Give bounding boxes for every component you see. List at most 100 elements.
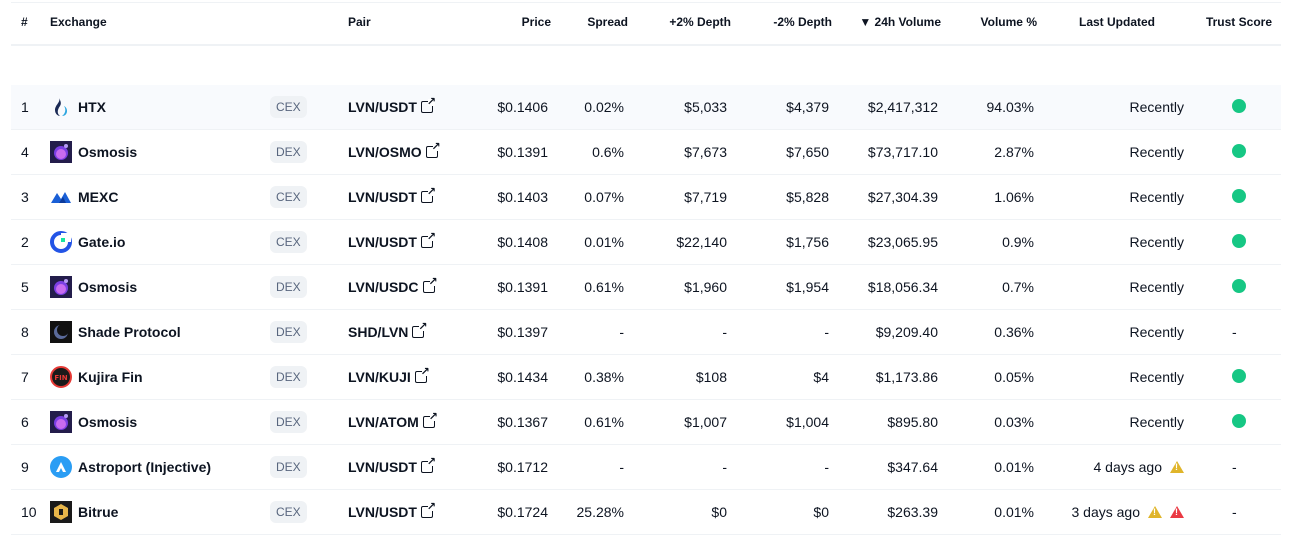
col-depth-plus[interactable]: +2% Depth — [630, 0, 733, 46]
pair-link[interactable]: LVN/USDT — [348, 185, 436, 205]
rank: 6 — [11, 399, 50, 445]
exchange-link[interactable]: Osmosis — [50, 276, 270, 298]
rank: 10 — [11, 489, 50, 535]
pair-link[interactable]: LVN/USDT — [348, 455, 436, 475]
trust-score — [1187, 399, 1281, 445]
trust-score: - — [1187, 489, 1281, 535]
table-row[interactable]: 4 Osmosis DEX LVN/OSMO $0.13910.6%$7,673$7,6… — [11, 129, 1281, 175]
exchange-name: Kujira Fin — [78, 369, 143, 385]
depth-minus-2: $1,756 — [733, 219, 834, 265]
exchange-link[interactable]: MEXC — [50, 186, 270, 208]
volume-percent: 0.9% — [943, 219, 1039, 265]
exchange-link[interactable]: Astroport (Injective) — [50, 456, 270, 478]
col-price[interactable]: Price — [467, 0, 551, 46]
price: $0.1403 — [467, 174, 551, 220]
table-row[interactable]: 7 FIN Kujira Fin DEX LVN/KUJI $0.14340.38%$10… — [11, 354, 1281, 400]
exchange-link[interactable]: Gate.io — [50, 231, 270, 253]
pair-name: LVN/USDT — [348, 234, 417, 250]
trust-score — [1187, 354, 1281, 400]
warning-yellow-icon[interactable] — [1170, 461, 1184, 473]
table-row[interactable]: 3 MEXC CEX LVN/USDT $0.14030.07%$7,719$5,828… — [11, 174, 1281, 220]
depth-plus-2: $22,140 — [630, 219, 733, 265]
trust-score-value: - — [1232, 504, 1237, 520]
pair-name: LVN/USDT — [348, 459, 417, 475]
col-rank[interactable]: # — [11, 0, 50, 46]
pair-link[interactable]: LVN/USDC — [348, 275, 438, 295]
external-link-icon — [412, 320, 427, 338]
rank: 1 — [11, 85, 50, 130]
exchange-name: Astroport (Injective) — [78, 459, 212, 475]
exchange-type-badge: DEX — [270, 366, 307, 388]
table-row[interactable]: 1 HTX CEX LVN/USDT $0.14060.02%$5,033$4,379$… — [11, 85, 1281, 130]
exchange-type-badge: CEX — [270, 231, 307, 253]
external-link-icon — [422, 275, 438, 293]
volume-percent: 1.06% — [943, 174, 1039, 220]
pair-link[interactable]: LVN/ATOM — [348, 410, 438, 430]
volume-percent: 0.03% — [943, 399, 1039, 445]
exchange-link[interactable]: HTX — [50, 96, 270, 118]
pair-name: LVN/KUJI — [348, 369, 411, 385]
pair-name: LVN/USDT — [348, 504, 417, 520]
depth-plus-2: - — [630, 444, 733, 490]
exchange-name: HTX — [78, 99, 106, 115]
pair-link[interactable]: SHD/LVN — [348, 320, 427, 340]
depth-plus-2: $5,033 — [630, 85, 733, 130]
table-row[interactable]: 5 Osmosis DEX LVN/USDC $0.13910.61%$1,960$1,… — [11, 264, 1281, 310]
pair-link[interactable]: LVN/USDT — [348, 95, 436, 115]
exchange-link[interactable]: Osmosis — [50, 141, 270, 163]
depth-plus-2: $1,960 — [630, 264, 733, 310]
pair-link[interactable]: LVN/USDT — [348, 230, 436, 250]
exchange-link[interactable]: Bitrue — [50, 501, 270, 523]
table-row[interactable]: 9 Astroport (Injective) DEX LVN/USDT $0.1712… — [11, 444, 1281, 490]
trust-score — [1187, 174, 1281, 220]
depth-plus-2: $7,673 — [630, 129, 733, 175]
col-exchange[interactable]: Exchange — [50, 0, 270, 46]
last-updated-text: Recently — [1129, 99, 1184, 115]
price: $0.1724 — [467, 489, 551, 535]
depth-minus-2: $4,379 — [733, 85, 834, 130]
last-updated: Recently — [1039, 264, 1187, 310]
pair-name: LVN/USDC — [348, 279, 419, 295]
last-updated: 4 days ago — [1039, 444, 1187, 490]
spacer-row — [11, 45, 1281, 85]
spread: 0.01% — [551, 219, 630, 265]
col-volume[interactable]: ▼ 24h Volume — [834, 0, 943, 46]
trust-score-green-dot — [1232, 368, 1246, 383]
warning-yellow-icon[interactable] — [1148, 506, 1162, 518]
spread: 0.07% — [551, 174, 630, 220]
last-updated: Recently — [1039, 219, 1187, 265]
svg-text:FIN: FIN — [54, 374, 67, 382]
pair-link[interactable]: LVN/KUJI — [348, 365, 430, 385]
depth-minus-2: $1,954 — [733, 264, 834, 310]
trust-score — [1187, 129, 1281, 175]
bitrue-logo-icon — [50, 501, 72, 523]
spread: 25.28% — [551, 489, 630, 535]
volume-24h: $18,056.34 — [834, 264, 943, 310]
exchange-link[interactable]: FIN Kujira Fin — [50, 366, 270, 388]
col-volume-pct[interactable]: Volume % — [943, 0, 1039, 46]
pair-name: LVN/USDT — [348, 99, 417, 115]
pair-link[interactable]: LVN/OSMO — [348, 140, 441, 160]
depth-plus-2: $7,719 — [630, 174, 733, 220]
table-row[interactable]: 10BitrueCEXLVN/USDT$0.172425.28%$0$0$263… — [11, 489, 1281, 535]
col-pair[interactable]: Pair — [347, 0, 467, 46]
last-updated-text: Recently — [1129, 189, 1184, 205]
pair-link[interactable]: LVN/USDT — [348, 500, 436, 520]
col-depth-minus[interactable]: -2% Depth — [733, 0, 834, 46]
volume-24h: $23,065.95 — [834, 219, 943, 265]
price: $0.1406 — [467, 85, 551, 130]
table-header: # Exchange Pair Price Spread +2% Depth -… — [11, 0, 1281, 46]
table-row[interactable]: 2 Gate.io CEX LVN/USDT $0.14080.01%$22,140$1… — [11, 219, 1281, 265]
col-last-updated[interactable]: Last Updated — [1039, 0, 1187, 46]
exchange-link[interactable]: Osmosis — [50, 411, 270, 433]
table-row[interactable]: 6 Osmosis DEX LVN/ATOM $0.13670.61%$1,007$1,… — [11, 399, 1281, 445]
warning-red-icon[interactable] — [1170, 506, 1184, 518]
col-trust-score[interactable]: Trust Score — [1187, 0, 1281, 46]
trust-score-green-dot — [1232, 143, 1246, 158]
col-spread[interactable]: Spread — [551, 0, 630, 46]
trust-score-green-dot — [1232, 413, 1246, 428]
gate-logo-icon — [50, 231, 72, 253]
price: $0.1434 — [467, 354, 551, 400]
exchange-link[interactable]: Shade Protocol — [50, 321, 270, 343]
